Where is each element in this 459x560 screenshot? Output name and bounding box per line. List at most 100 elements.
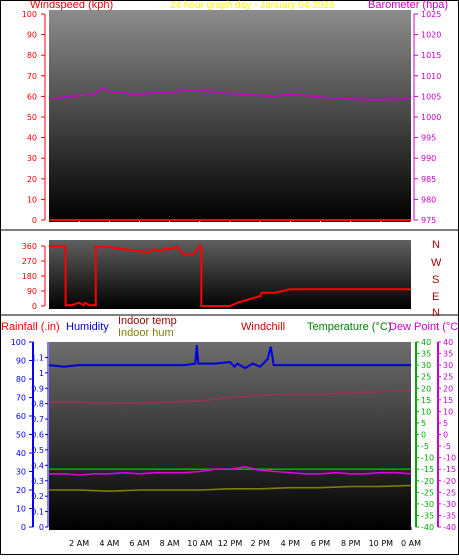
dewpoint-axis-tick-label: -15 — [443, 465, 456, 474]
bottom-x-tick-label: 8 AM — [160, 539, 180, 548]
temperature-axis-tick-label: 5 — [421, 419, 426, 428]
bottom-x-tick-label: 8 PM — [341, 539, 360, 548]
rain-axis-tick-label: 0 — [39, 523, 44, 532]
rain-axis-tick-label: 0.4 — [31, 461, 44, 470]
barometer-axis-tick-label: 990 — [421, 154, 436, 163]
bottom-x-tick-label: 0 AM — [401, 539, 421, 548]
temperature-axis-tick-label: 20 — [421, 384, 431, 393]
temperature-label: Temperature (°C) — [307, 321, 391, 333]
top-x-tick-label: 4 AM — [99, 232, 119, 241]
dewpoint-axis-tick-label: -5 — [443, 442, 451, 451]
dewpoint-axis-tick-label: 30 — [443, 361, 453, 370]
wind-axis-tick-label: 50 — [27, 113, 37, 122]
wind-direction-line — [49, 245, 411, 307]
dewpoint-axis-tick-label: -20 — [443, 477, 456, 486]
windchill-label: Windchill — [241, 321, 285, 333]
rain-axis-tick-label: 0.6 — [31, 431, 44, 440]
dewpoint-axis-tick-label: 35 — [443, 350, 453, 359]
humidity-axis-tick-label: 100 — [11, 338, 26, 347]
rain-axis-tick-label: 0.2 — [31, 492, 44, 501]
humidity-axis-tick-label: 90 — [16, 357, 26, 366]
humidity-axis-tick-label: 40 — [16, 449, 26, 458]
rain-axis-tick-label: 1 — [39, 369, 44, 378]
humidity-axis-tick-label: 20 — [16, 486, 26, 495]
temperature-axis-tick-label: 10 — [421, 407, 431, 416]
top-x-tick-label: 8 AM — [160, 232, 180, 241]
dewpoint-axis-tick-label: 10 — [443, 407, 453, 416]
dewpoint-axis-tick-label: 20 — [443, 384, 453, 393]
temperature-axis-tick-label: 35 — [421, 350, 431, 359]
temperature-axis-tick-label: -15 — [421, 465, 434, 474]
barometer-axis-tick-label: 975 — [421, 216, 436, 225]
compass-label-e: E — [432, 291, 439, 303]
temperature-axis-tick-label: -20 — [421, 477, 434, 486]
top-x-tick-label: 10 PM — [369, 232, 394, 241]
humidity-axis-tick-label: 80 — [16, 375, 26, 384]
rain-axis-tick-label: 0.5 — [31, 446, 44, 455]
rain-axis-tick-label: 0.8 — [31, 400, 44, 409]
direction-axis-tick-label: 90 — [27, 287, 37, 296]
humidity-axis-tick-label: 0 — [21, 523, 26, 532]
barometer-axis-tick-label: 985 — [421, 175, 436, 184]
barometer-label: Barometer (hpa) — [368, 0, 448, 11]
direction-axis-tick-label: 270 — [22, 257, 37, 266]
barometer-axis-tick-label: 1000 — [421, 113, 441, 122]
dewpoint-axis-tick-label: -10 — [443, 454, 456, 463]
compass-label-n-top: N — [432, 239, 440, 251]
wind-axis-tick-label: 10 — [27, 195, 37, 204]
dew-point-line — [49, 466, 412, 476]
bottom-x-tick-label: 4 PM — [281, 539, 300, 548]
bottom-x-tick-label: 4 AM — [99, 539, 119, 548]
barometer-axis-tick-label: 1020 — [421, 31, 441, 40]
wind-axis-tick-label: 70 — [27, 72, 37, 81]
dewpoint-axis-tick-label: 15 — [443, 396, 453, 405]
mid-chart: 0 90 180 270 360 — [22, 242, 411, 311]
barometer-axis-tick-label: 1010 — [421, 72, 441, 81]
compass-label-w: W — [431, 257, 442, 269]
rain-axis-tick-label: 1.1 — [31, 353, 44, 362]
top-x-tick-label: 10 AM — [187, 232, 212, 241]
barometer-axis-tick-label: 995 — [421, 134, 436, 143]
temperature-axis-tick-label: 40 — [421, 338, 431, 347]
mid-plot-area — [49, 240, 411, 309]
top-plot-area — [49, 10, 411, 222]
temperature-axis-tick-label: -25 — [421, 488, 434, 497]
compass-labels: N W S E N — [431, 239, 442, 319]
rain-axis-tick-label: 0.1 — [31, 508, 44, 517]
humidity-axis-tick-label: 50 — [16, 431, 26, 440]
direction-axis-tick-label: 180 — [22, 272, 37, 281]
rain-axis-tick-label: 0.7 — [31, 415, 44, 424]
wind-axis-tick-label: 100 — [22, 10, 37, 19]
dewpoint-axis-tick-label: -35 — [443, 511, 456, 520]
barometer-axis-tick-label: 1025 — [421, 10, 441, 19]
bottom-x-tick-label: 10 AM — [187, 539, 212, 548]
dewpoint-axis-tick-label: -30 — [443, 500, 456, 509]
bottom-x-tick-label: 2 PM — [250, 539, 269, 548]
barometer-axis-tick-label: 1015 — [421, 51, 441, 60]
humidity-axis-tick-label: 60 — [16, 412, 26, 421]
bottom-x-tick-label: 2 AM — [69, 539, 89, 548]
dewpoint-axis-tick-label: -40 — [443, 523, 456, 532]
bottom-x-tick-label: 12 PM — [218, 539, 243, 548]
top-x-tick-label: 6 AM — [129, 232, 149, 241]
temperature-axis-tick-label: 15 — [421, 396, 431, 405]
top-x-tick-label: 0 AM — [401, 232, 421, 241]
humidity-axis-tick-label: 30 — [16, 468, 26, 477]
barometer-axis-tick-label: 980 — [421, 195, 436, 204]
top-x-tick-label: 6 PM — [311, 232, 330, 241]
temperature-axis-tick-label: -35 — [421, 511, 434, 520]
bottom-x-tick-label: 6 PM — [311, 539, 330, 548]
bottom-plot-area — [49, 342, 411, 530]
graph-title: 24 hour graph day - January 04 2026 — [170, 0, 335, 11]
wind-axis-tick-label: 90 — [27, 31, 37, 40]
wind-axis-tick-label: 80 — [27, 51, 37, 60]
wind-axis-tick-label: 60 — [27, 92, 37, 101]
compass-label-s: S — [432, 274, 439, 286]
top-chart: 0102030405060708090100975980985990995100… — [22, 10, 442, 241]
top-x-tick-label: 8 PM — [341, 232, 360, 241]
top-x-tick-label: 12 PM — [218, 232, 243, 241]
wind-axis-tick-label: 20 — [27, 175, 37, 184]
bottom-x-tick-label: 6 AM — [129, 539, 149, 548]
